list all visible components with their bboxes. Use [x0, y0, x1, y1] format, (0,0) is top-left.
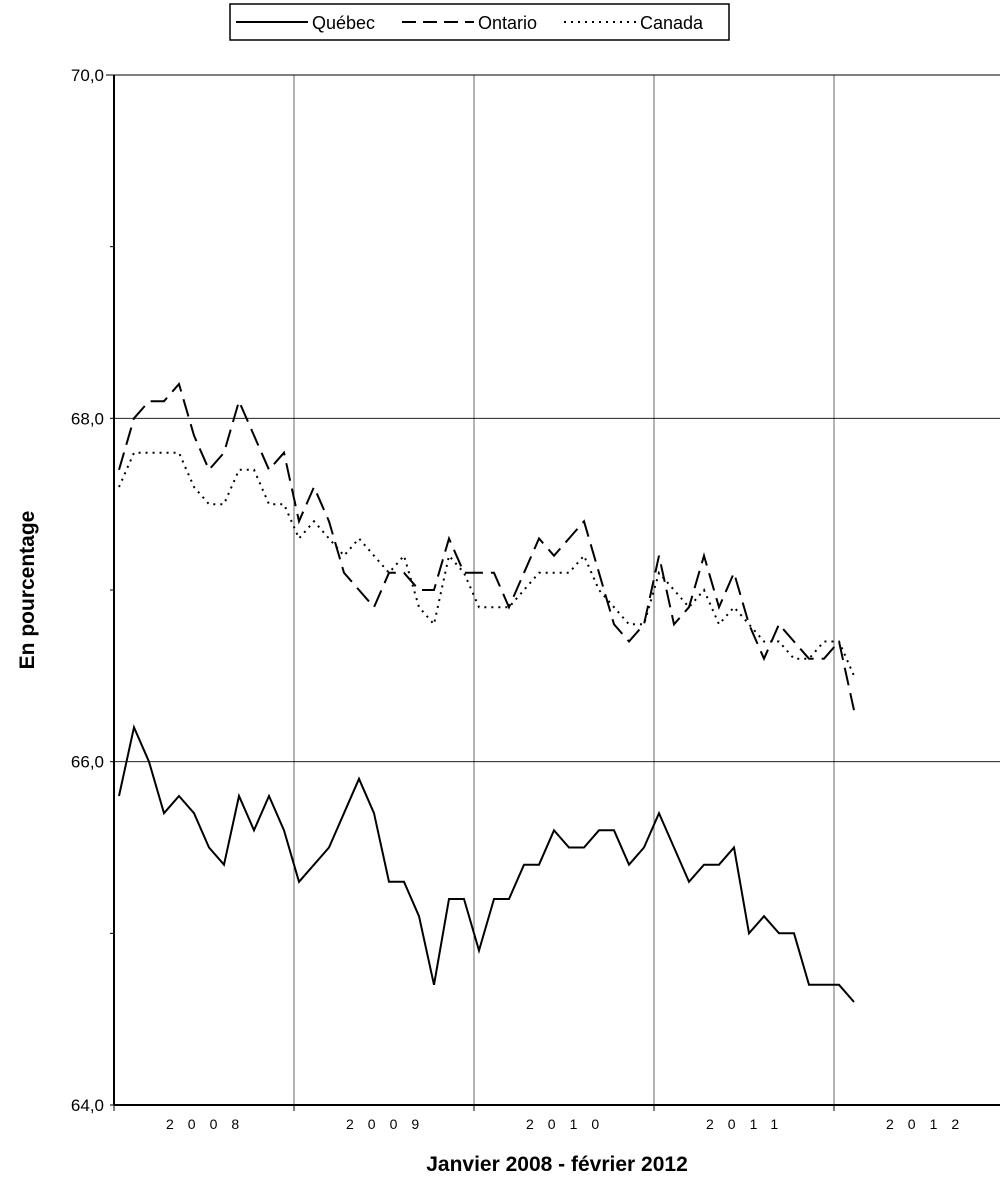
y-tick-label: 64,0: [71, 1096, 104, 1115]
y-tick-label: 70,0: [71, 66, 104, 85]
y-tick-label: 66,0: [71, 753, 104, 772]
axes: 64,0 66,0 68,0 70,0 2008 2009 2010 2011 2012: [71, 66, 1000, 1132]
series-line-canada: [118, 451, 855, 677]
x-year-label: 2010: [526, 1116, 613, 1132]
series-line-qubec: [118, 724, 855, 1003]
legend-label-canada: Canada: [640, 13, 704, 33]
x-year-label: 2009: [346, 1116, 433, 1132]
x-axis-title: Janvier 2008 - février 2012: [426, 1153, 688, 1176]
x-year-label: 2012: [886, 1116, 973, 1132]
legend: Québec Ontario Canada: [229, 3, 730, 41]
series-lines: [118, 381, 855, 1003]
gridlines: [114, 74, 1000, 1105]
x-year-label: 2008: [166, 1116, 253, 1132]
y-tick-label: 68,0: [71, 409, 104, 428]
legend-label-quebec: Québec: [312, 13, 375, 33]
legend-label-ontario: Ontario: [478, 13, 537, 33]
legend-box: [229, 3, 730, 41]
x-year-label: 2011: [706, 1116, 792, 1132]
series-line-ontario: [118, 381, 855, 711]
y-axis-title: En pourcentage: [16, 511, 39, 670]
